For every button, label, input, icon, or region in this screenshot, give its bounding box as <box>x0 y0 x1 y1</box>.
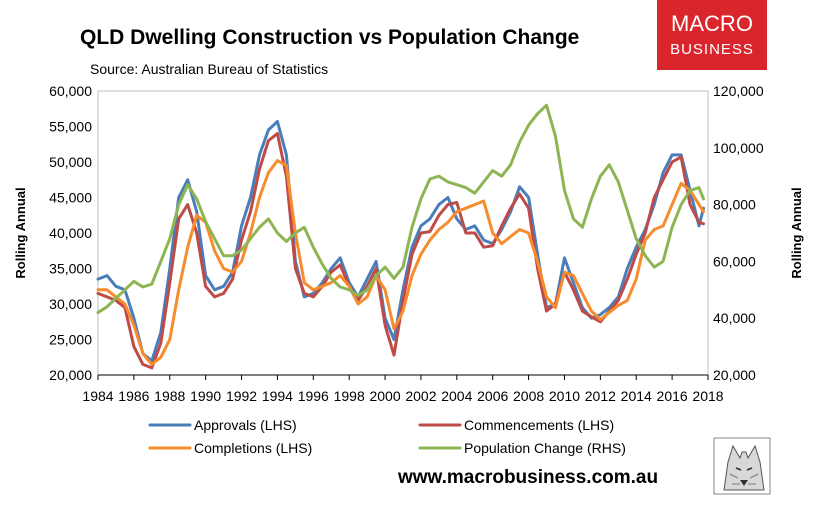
left-tick-label: 35,000 <box>49 261 92 277</box>
brand-line2: BUSINESS <box>670 41 754 58</box>
legend-label: Commencements (LHS) <box>464 417 614 433</box>
legend-label: Population Change (RHS) <box>464 440 626 456</box>
right-tick-label: 80,000 <box>713 197 756 213</box>
x-tick-label: 2000 <box>369 388 400 404</box>
series-line-population-change-rhs <box>96 103 705 314</box>
left-tick-label: 25,000 <box>49 332 92 348</box>
x-tick-label: 2004 <box>441 388 472 404</box>
x-tick-label: 2010 <box>549 388 580 404</box>
left-axis-title: Rolling Annual <box>13 187 28 278</box>
x-tick-label: 1990 <box>190 388 221 404</box>
chart-subtitle: Source: Australian Bureau of Statistics <box>90 61 328 77</box>
right-axis-ticks: 20,000 40,000 60,000 80,000 100,000 120,000 <box>713 83 764 383</box>
right-tick-label: 120,000 <box>713 83 764 99</box>
x-tick-label: 1998 <box>334 388 365 404</box>
x-tick-label: 2006 <box>477 388 508 404</box>
series-line-completions-lhs <box>96 159 705 366</box>
right-tick-label: 20,000 <box>713 367 756 383</box>
x-tick-label: 2014 <box>621 388 652 404</box>
right-tick-label: 60,000 <box>713 253 756 269</box>
x-tick-label: 2016 <box>657 388 688 404</box>
brand-line1: MACRO <box>671 11 753 36</box>
left-tick-label: 50,000 <box>49 154 92 170</box>
x-tick-label: 2008 <box>513 388 544 404</box>
legend-label: Approvals (LHS) <box>194 417 297 433</box>
chart-title: QLD Dwelling Construction vs Population … <box>80 26 579 49</box>
x-tick-label: 2018 <box>692 388 723 404</box>
legend-label: Completions (LHS) <box>194 440 312 456</box>
plot-area <box>97 90 709 376</box>
x-tick-label: 1984 <box>82 388 113 404</box>
right-tick-label: 40,000 <box>713 310 756 326</box>
left-tick-label: 20,000 <box>49 367 92 383</box>
x-tick-label: 1988 <box>154 388 185 404</box>
left-tick-label: 45,000 <box>49 190 92 206</box>
website-url: www.macrobusiness.com.au <box>397 467 658 488</box>
x-axis-ticks: 1984 1986 1988 1990 1992 1994 1996 1998 2000 2002… <box>82 375 724 404</box>
left-axis-ticks: 20,000 25,000 30,000 35,000 40,000 45,000 50,0… <box>49 83 92 383</box>
left-tick-label: 60,000 <box>49 83 92 99</box>
brand-logo-background <box>657 0 767 70</box>
x-tick-label: 1986 <box>118 388 149 404</box>
left-tick-label: 55,000 <box>49 119 92 135</box>
brand-logo: MACRO BUSINESS <box>657 0 767 70</box>
right-tick-label: 100,000 <box>713 140 764 156</box>
right-axis-title: Rolling Annual <box>789 187 804 278</box>
x-tick-label: 2002 <box>405 388 436 404</box>
wolf-logo <box>713 437 771 495</box>
left-tick-label: 30,000 <box>49 296 92 312</box>
series-lines <box>96 103 705 370</box>
x-tick-label: 2012 <box>585 388 616 404</box>
x-tick-label: 1992 <box>226 388 257 404</box>
series-line-approvals-lhs <box>96 120 705 363</box>
x-tick-label: 1996 <box>298 388 329 404</box>
x-tick-label: 1994 <box>262 388 293 404</box>
left-tick-label: 40,000 <box>49 225 92 241</box>
legend: Approvals (LHS) Commencements (LHS) Comple… <box>148 417 626 456</box>
